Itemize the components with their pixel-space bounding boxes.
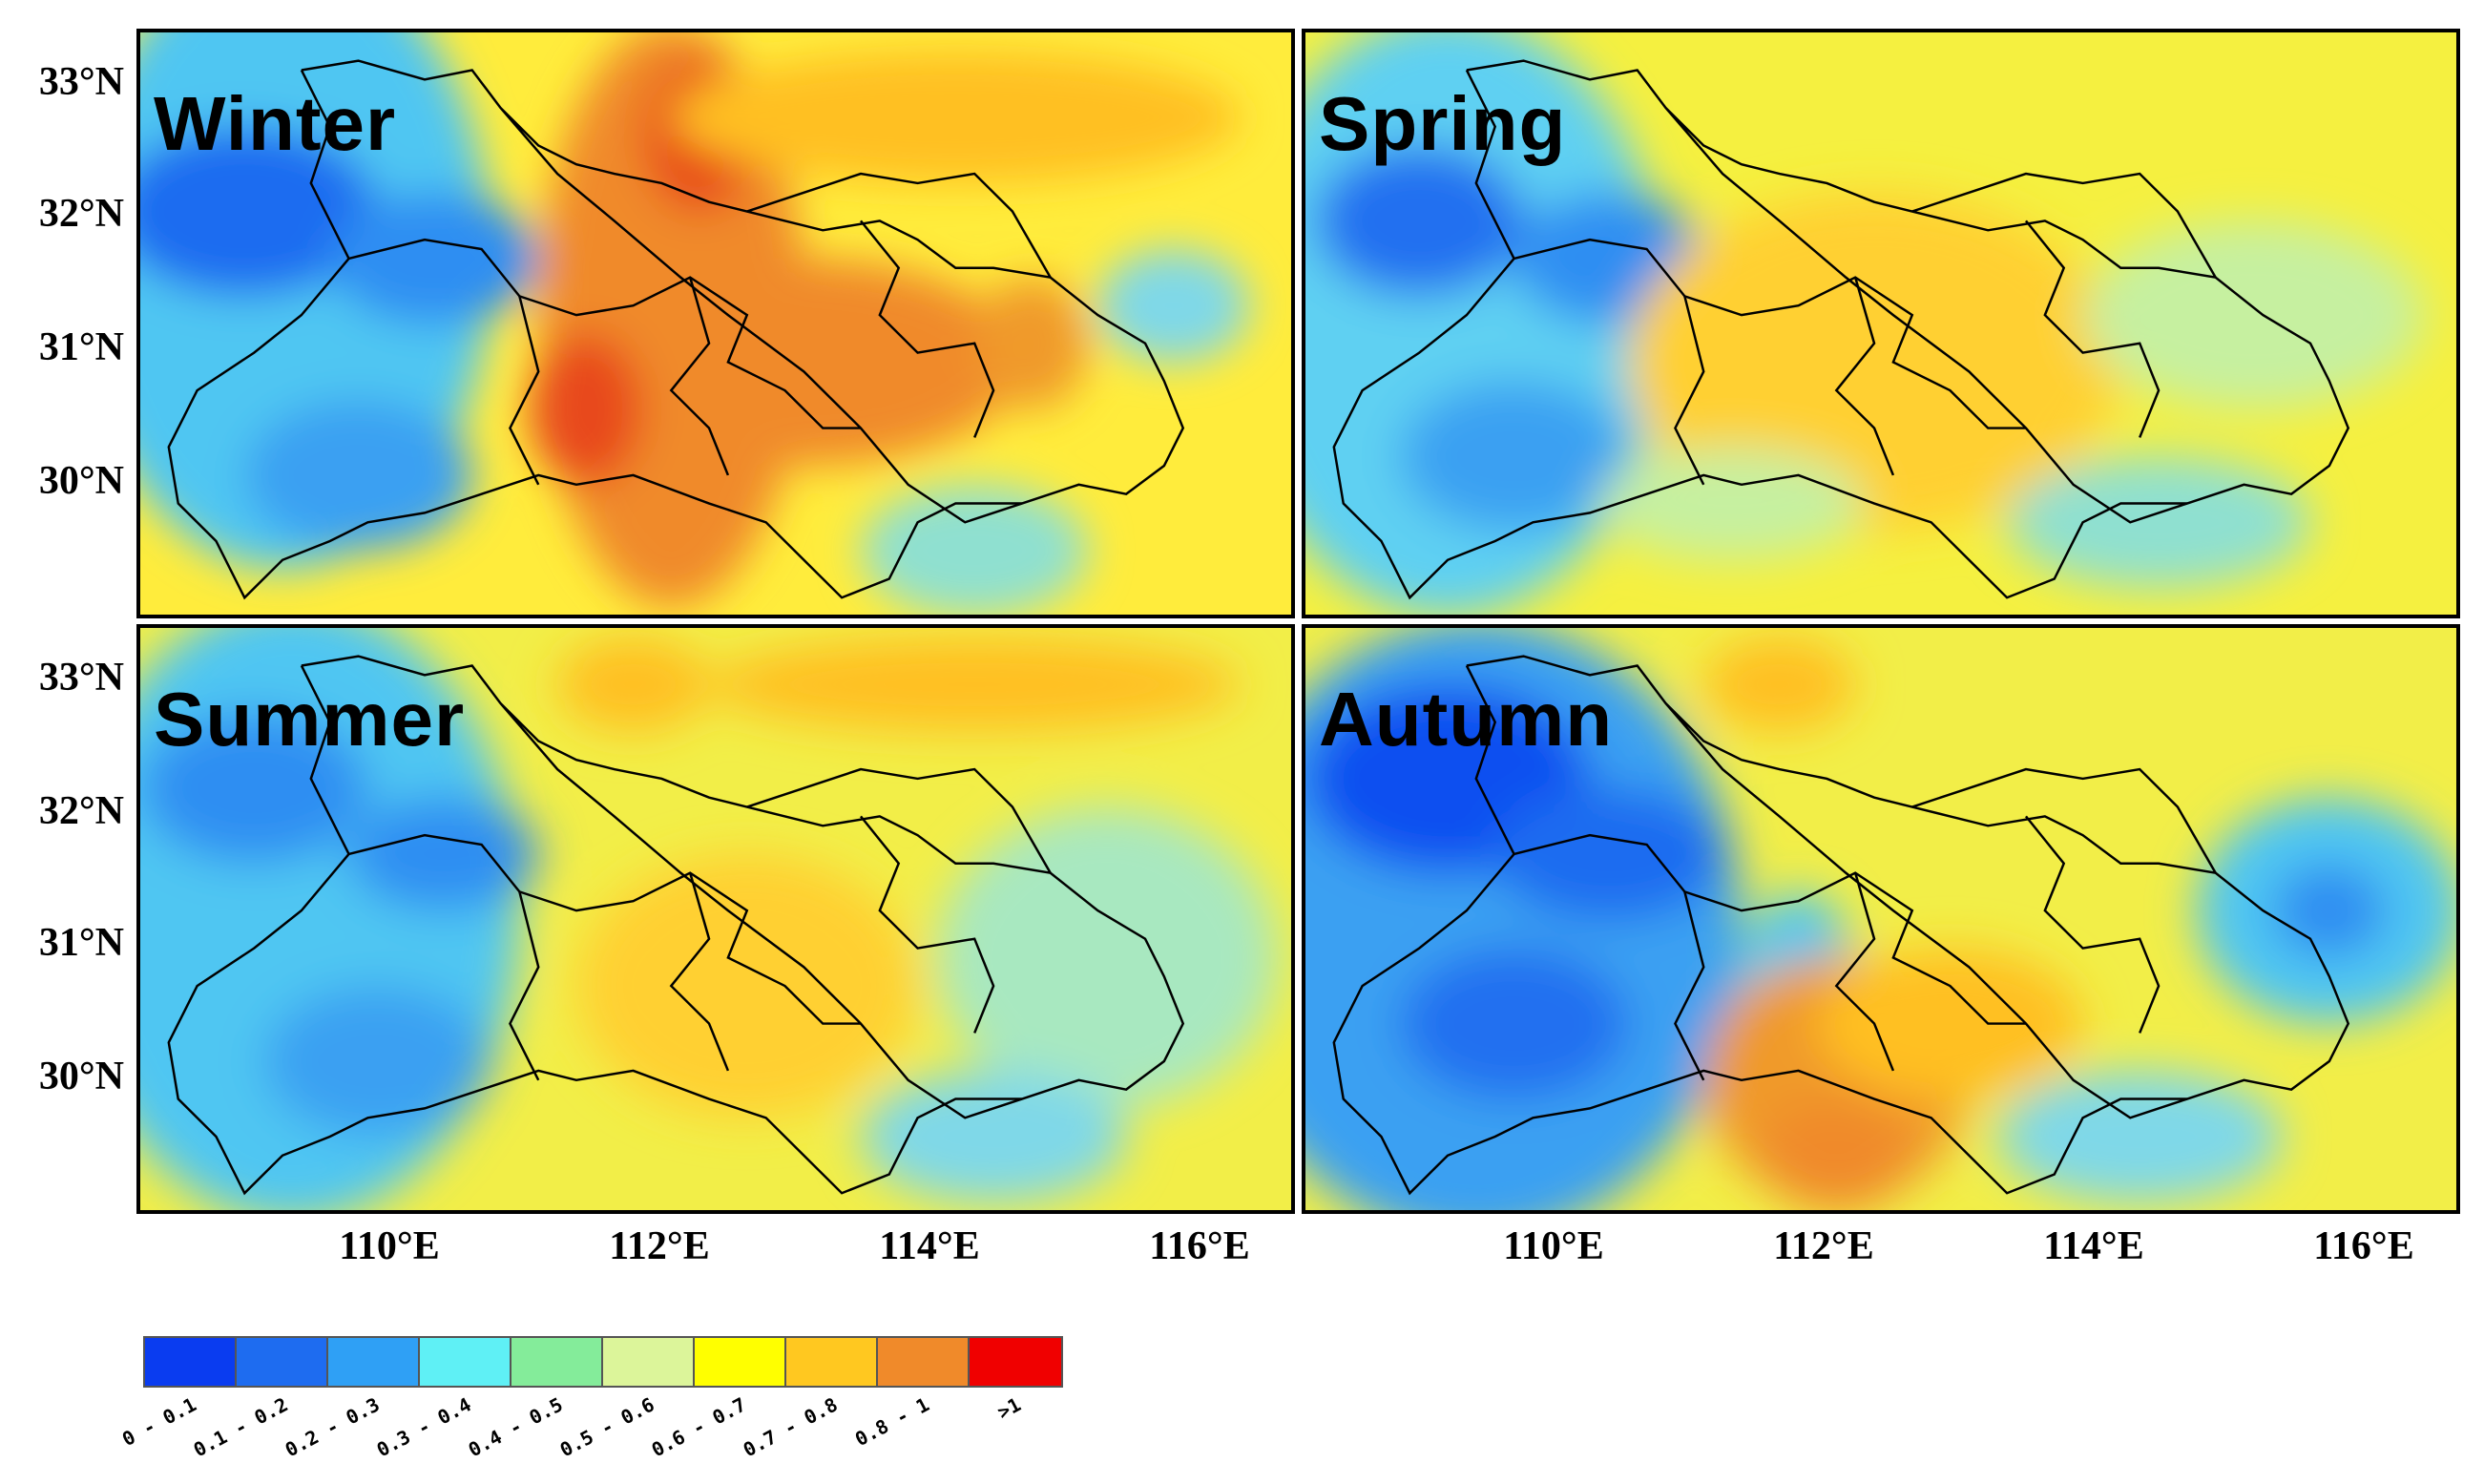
lon-label-116: 116°E	[1149, 1224, 1250, 1268]
legend-swatch	[511, 1338, 603, 1386]
legend-swatch	[420, 1338, 511, 1386]
heatmap-winter	[140, 32, 1291, 615]
map-panel-spring: Spring	[1302, 29, 2460, 618]
lat-label-30: 30°N	[38, 459, 124, 503]
season-label-autumn: Autumn	[1319, 677, 1614, 762]
lon-label-114: 114°E	[2043, 1224, 2144, 1268]
lat-label-31: 31°N	[38, 921, 124, 965]
lon-label-110: 110°E	[339, 1224, 440, 1268]
heatmap-summer	[140, 628, 1291, 1210]
lat-label-32: 32°N	[38, 192, 124, 236]
legend-swatch	[237, 1338, 328, 1386]
season-label-winter: Winter	[154, 81, 397, 166]
lat-label-33: 33°N	[38, 656, 124, 700]
lon-label-112: 112°E	[1773, 1224, 1874, 1268]
lat-label-33: 33°N	[38, 60, 124, 104]
legend-swatch	[603, 1338, 695, 1386]
legend-swatch	[878, 1338, 970, 1386]
lat-label-30: 30°N	[38, 1055, 124, 1098]
lat-label-32: 32°N	[38, 789, 124, 833]
map-panel-autumn: Autumn	[1302, 624, 2460, 1214]
heatmap-autumn	[1305, 628, 2456, 1210]
lon-label-110: 110°E	[1503, 1224, 1604, 1268]
color-legend	[143, 1336, 1063, 1388]
season-label-spring: Spring	[1319, 81, 1567, 166]
legend-swatch	[145, 1338, 237, 1386]
season-label-summer: Summer	[154, 677, 466, 762]
lon-label-116: 116°E	[2313, 1224, 2414, 1268]
lat-label-31: 31°N	[38, 325, 124, 369]
map-panel-winter: Winter	[136, 29, 1295, 618]
map-panel-summer: Summer	[136, 624, 1295, 1214]
legend-swatch	[786, 1338, 878, 1386]
legend-swatch	[970, 1338, 1061, 1386]
legend-swatch	[695, 1338, 786, 1386]
lon-label-112: 112°E	[609, 1224, 710, 1268]
heatmap-spring	[1305, 32, 2456, 615]
lon-label-114: 114°E	[879, 1224, 980, 1268]
legend-swatch	[328, 1338, 420, 1386]
